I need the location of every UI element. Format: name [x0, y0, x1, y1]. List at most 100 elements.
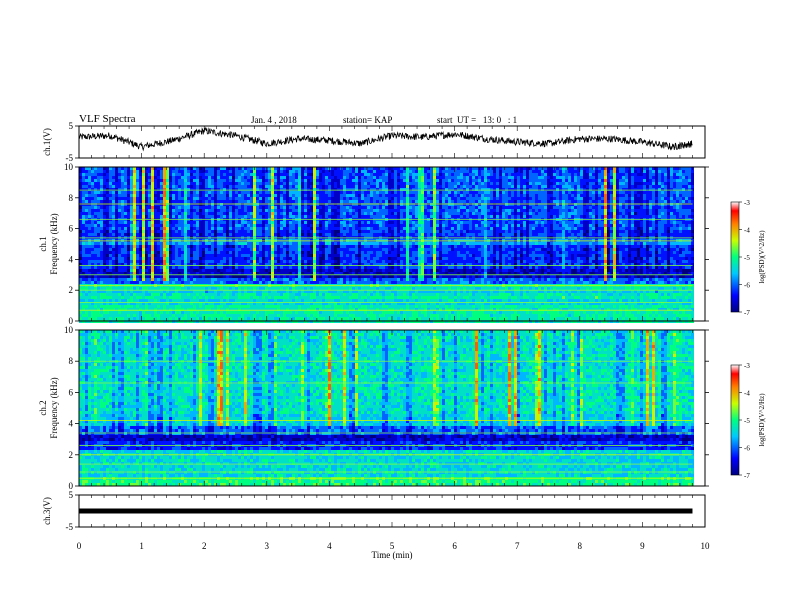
spectrogram-cell — [598, 203, 604, 206]
spectrogram-cell — [469, 245, 475, 248]
spectrogram-cell — [631, 182, 634, 185]
spectrogram-cell — [139, 212, 142, 215]
spectrogram-cell — [313, 200, 316, 203]
spectrogram-cell — [298, 182, 301, 185]
spectrogram-cell — [424, 230, 433, 233]
spectrogram-cell — [613, 254, 616, 257]
spectrogram-cell — [343, 176, 346, 179]
spectrogram-cell — [565, 206, 571, 209]
spectrogram-cell — [142, 257, 145, 260]
spectrogram-cell — [628, 182, 631, 185]
spectrogram-cell — [502, 191, 505, 194]
spectrogram-cell — [523, 227, 526, 230]
spectrogram-cell — [118, 209, 121, 212]
spectrogram-cell — [436, 209, 439, 212]
spectrogram-cell — [577, 209, 583, 212]
spectrogram-cell — [631, 194, 634, 197]
spectrogram-cell — [400, 203, 403, 206]
spectrogram-cell — [589, 182, 595, 185]
spectrogram-cell — [169, 242, 172, 245]
spectrogram-cell — [286, 203, 289, 206]
spectrogram-cell — [316, 263, 319, 266]
spectrogram-cell — [346, 260, 352, 263]
spectrogram-cell — [541, 173, 544, 176]
spectrogram-cell — [454, 173, 460, 176]
spectrogram-cell — [448, 194, 454, 197]
spectrogram-cell — [418, 227, 421, 230]
spectrogram-cell — [685, 215, 688, 218]
spectrogram-cell — [484, 257, 487, 260]
spectrogram-cell — [658, 191, 661, 194]
spectrogram-cell — [526, 167, 529, 170]
spectrogram-cell — [115, 176, 118, 179]
spectrogram-cell — [613, 173, 616, 176]
spectrogram-cell — [433, 209, 436, 212]
spectrogram-cell — [322, 179, 325, 182]
spectrogram-cell — [151, 176, 154, 179]
spectrogram-cell — [277, 215, 283, 218]
spectrogram-cell — [586, 170, 589, 173]
spectrogram-cell — [232, 230, 235, 233]
spectrogram-cell — [670, 206, 673, 209]
spectrogram-cell — [475, 194, 478, 197]
spectrogram-cell — [295, 197, 298, 200]
spectrogram-cell — [220, 224, 226, 227]
spectrogram-cell — [130, 206, 133, 209]
spectrogram-cell — [127, 182, 130, 185]
spectrogram-cell — [127, 200, 130, 203]
spectrogram-cell — [445, 209, 457, 212]
spectrogram-cell — [169, 257, 172, 260]
spectrogram-cell — [235, 251, 238, 254]
spectrogram-cell — [676, 206, 679, 209]
spectrogram-cell — [688, 224, 691, 227]
spectrogram-cell — [463, 224, 469, 227]
spectrogram-cell — [520, 257, 523, 260]
spectrogram-cell — [652, 206, 661, 209]
spectrogram-cell — [343, 170, 352, 173]
spectrogram-cell — [418, 230, 424, 233]
spectrogram-cell — [490, 179, 499, 182]
spectrogram-cell — [292, 221, 298, 224]
spectrogram-cell — [523, 242, 526, 245]
spectrogram-cell — [100, 263, 103, 266]
spectrogram-cell — [136, 203, 139, 206]
spectrogram-cell — [478, 209, 481, 212]
spectrogram-cell — [310, 188, 313, 191]
spectrogram-cell — [166, 200, 169, 203]
spectrogram-cell — [688, 182, 691, 185]
spectrogram-cell — [562, 257, 565, 260]
spectrogram-cell — [376, 170, 385, 173]
spectrogram-cell — [307, 173, 313, 176]
spectrogram-cell — [424, 209, 427, 212]
spectrogram-cell — [142, 167, 145, 170]
spectrogram-cell — [442, 179, 448, 182]
spectrogram-cell — [499, 194, 502, 197]
spectrogram-cell — [226, 224, 229, 227]
spectrogram-cell — [349, 200, 358, 203]
spectrogram-cell — [127, 227, 130, 230]
spectrogram-cell — [634, 170, 637, 173]
spectrogram-cell — [289, 248, 298, 251]
spectrogram-cell — [460, 173, 463, 176]
spectrogram-cell — [316, 227, 319, 230]
spectrogram-cell — [556, 251, 559, 254]
spectrogram-cell — [202, 194, 205, 197]
spectrogram-cell — [385, 221, 388, 224]
spectrogram-cell — [109, 206, 112, 209]
spectrogram-cell — [280, 194, 283, 197]
spectrogram-cell — [103, 191, 106, 194]
spectrogram-cell — [241, 176, 244, 179]
spectrogram-cell — [589, 185, 592, 188]
spectrogram-cell — [235, 248, 241, 251]
spectrogram-cell — [691, 188, 694, 191]
spectrogram-cell — [544, 188, 556, 191]
spectrogram-cell — [163, 182, 166, 185]
spectrogram-cell — [436, 194, 439, 197]
spectrogram-cell — [535, 212, 538, 215]
spectrogram-cell — [238, 200, 247, 203]
spectrogram-cell — [244, 206, 247, 209]
spectrogram-cell — [598, 197, 601, 200]
spectrogram-cell — [394, 176, 397, 179]
spectrogram-cell — [607, 206, 610, 209]
spectrogram-cell — [577, 188, 580, 191]
